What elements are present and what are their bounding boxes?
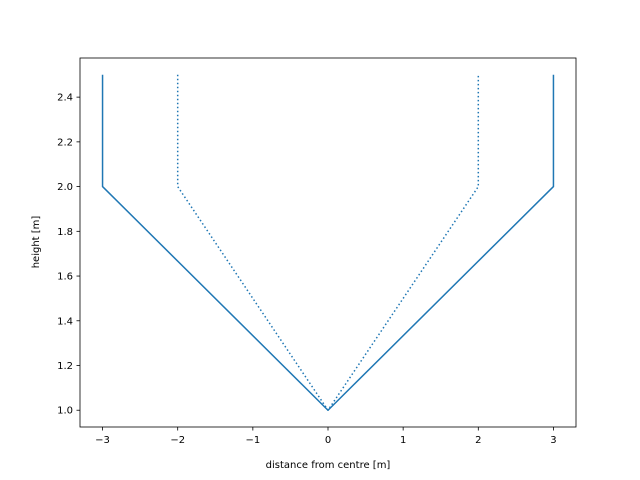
x-tick-label: 0: [325, 435, 331, 446]
y-tick-label: 2.4: [57, 93, 73, 104]
x-axis-label: distance from centre [m]: [266, 460, 391, 471]
x-tick-label: −2: [170, 435, 185, 446]
y-tick-label: 2.0: [57, 182, 73, 193]
y-tick-label: 1.0: [57, 406, 73, 417]
x-axis: −3 −2 −1 0 1 2 3: [95, 427, 557, 446]
y-tick-label: 1.4: [57, 316, 73, 327]
series-line-2-dotted: [176, 74, 480, 411]
x-tick-label: 3: [550, 435, 556, 446]
y-axis: 1.0 1.2 1.4 1.6 1.8 2.0 2.2 2.4: [57, 93, 80, 417]
x-tick-label: 2: [475, 435, 481, 446]
y-tick-label: 1.2: [57, 361, 73, 372]
x-tick-label: −1: [245, 435, 260, 446]
y-axis-label: height [m]: [31, 216, 42, 269]
series-layer: [101, 74, 555, 411]
y-tick-label: 1.6: [57, 272, 73, 283]
y-tick-label: 2.2: [57, 137, 73, 148]
x-tick-label: 1: [400, 435, 406, 446]
y-tick-label: 1.8: [57, 227, 73, 238]
x-tick-label: −3: [95, 435, 110, 446]
